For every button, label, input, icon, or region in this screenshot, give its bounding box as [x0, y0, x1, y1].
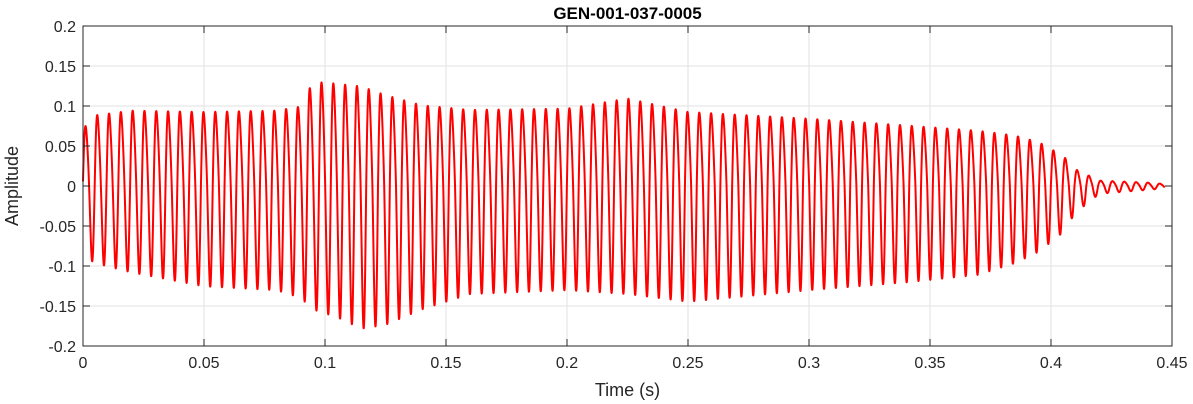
- x-tick-label: 0.1: [314, 355, 336, 372]
- series-layer: [82, 81, 1166, 330]
- x-tick-label: 0.15: [430, 355, 461, 372]
- x-tick-label: 0: [79, 355, 88, 372]
- x-tick-label: 0.35: [914, 355, 945, 372]
- grid: [82, 25, 1173, 347]
- waveform-series-line: [82, 81, 1166, 330]
- y-tick-label: -0.15: [40, 299, 77, 316]
- y-tick-label: 0.15: [45, 59, 76, 76]
- x-tick-labels: 0 0.05 0.1 0.15 0.2 0.25 0.3 0.35 0.4 0.45: [79, 355, 1188, 372]
- y-tick-label: -0.1: [48, 259, 76, 276]
- y-tick-label: 0: [67, 179, 76, 196]
- y-tick-label: 0.05: [45, 139, 76, 156]
- y-tick-labels: -0.2 -0.15 -0.1 -0.05 0 0.05 0.1 0.15 0.2: [40, 19, 77, 356]
- x-tick-label: 0.45: [1156, 355, 1187, 372]
- y-tick-label: -0.05: [40, 219, 77, 236]
- x-axis-title: Time (s): [595, 380, 660, 400]
- y-tick-label: 0.1: [54, 99, 76, 116]
- y-tick-label: -0.2: [48, 339, 76, 356]
- y-tick-label: 0.2: [54, 19, 76, 36]
- ticks: [82, 25, 1173, 347]
- x-tick-label: 0.25: [672, 355, 703, 372]
- x-tick-label: 0.05: [188, 355, 219, 372]
- y-axis-title: Amplitude: [2, 146, 22, 226]
- chart-title: GEN-001-037-0005: [553, 4, 701, 23]
- x-tick-label: 0.3: [798, 355, 820, 372]
- x-tick-label: 0.4: [1040, 355, 1062, 372]
- x-tick-label: 0.2: [556, 355, 578, 372]
